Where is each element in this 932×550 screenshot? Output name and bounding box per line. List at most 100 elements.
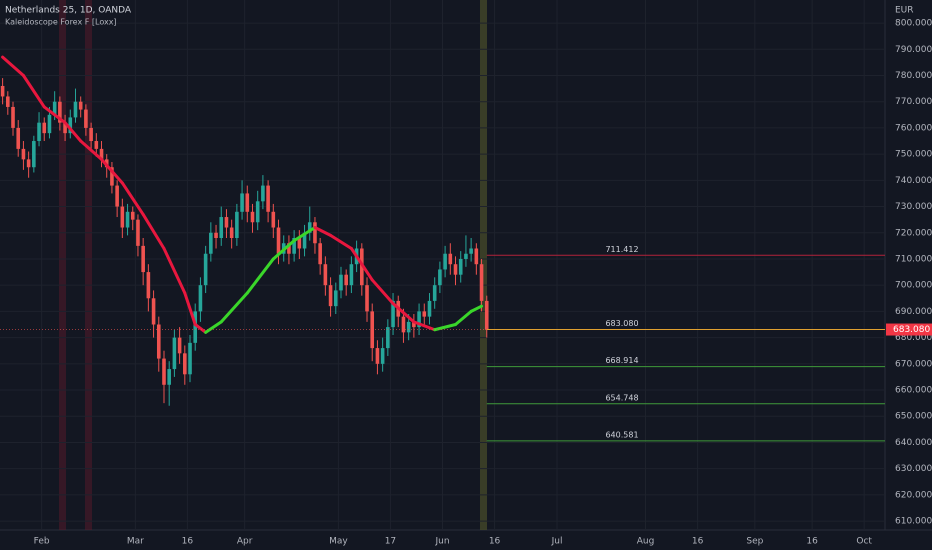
candle-body xyxy=(365,285,369,312)
indicator-segment xyxy=(433,323,458,332)
candle-body xyxy=(99,148,104,160)
y-tick-label: 740.000 xyxy=(895,176,932,186)
candle-body xyxy=(162,358,166,385)
indicator-segment xyxy=(370,278,395,306)
candle-body xyxy=(448,253,453,265)
candle-body xyxy=(255,201,260,223)
candle-body xyxy=(229,227,234,239)
candle-body xyxy=(224,217,229,228)
candle-body xyxy=(261,185,265,202)
candle-body xyxy=(188,342,192,375)
candle-body xyxy=(307,222,312,233)
indicator-segment xyxy=(245,257,275,295)
x-tick-label: 17 xyxy=(385,537,396,547)
currency-label: EUR xyxy=(895,6,914,16)
candle-body xyxy=(339,274,343,291)
candle-body xyxy=(42,122,47,134)
candle-body xyxy=(52,101,57,115)
candle-body xyxy=(479,264,484,301)
indicator-segment xyxy=(79,139,104,161)
candle-body xyxy=(219,217,224,239)
candle-body xyxy=(125,211,130,228)
candle-body xyxy=(250,211,255,223)
indicator-segment xyxy=(412,320,437,332)
candle-body xyxy=(422,311,427,317)
candle-body xyxy=(73,101,78,118)
candle-body xyxy=(120,206,125,228)
candle-body xyxy=(151,298,156,325)
candle-body xyxy=(386,327,390,349)
candle-body xyxy=(115,185,119,207)
x-tick-label: 16 xyxy=(692,537,704,547)
candle-body xyxy=(58,101,62,123)
current-bar-highlight xyxy=(480,0,487,530)
indicator-segment xyxy=(329,233,353,250)
y-tick-label: 670.000 xyxy=(895,359,932,369)
candle-body xyxy=(484,300,489,330)
level-label: 640.581 xyxy=(605,430,638,439)
indicator-segment xyxy=(183,291,197,327)
level-label: 654.748 xyxy=(605,393,638,402)
candle-body xyxy=(271,211,276,228)
indicator-title: Kaleidoscope Forex F [Loxx] xyxy=(5,18,117,27)
candle-body xyxy=(11,106,15,128)
candle-body xyxy=(349,264,354,286)
x-tick-label: 16 xyxy=(489,537,501,547)
candle-body xyxy=(391,300,395,328)
y-tick-label: 640.000 xyxy=(895,438,932,448)
candle-body xyxy=(417,311,421,328)
candle-body xyxy=(130,211,135,220)
candle-body xyxy=(412,321,416,328)
candle-body xyxy=(401,316,406,333)
candle-body xyxy=(469,248,473,254)
signal-band xyxy=(85,0,92,530)
candle-body xyxy=(302,232,307,249)
candle-body xyxy=(453,264,458,275)
y-tick-label: 610.000 xyxy=(895,517,932,527)
candle-body xyxy=(26,159,31,168)
candle-body xyxy=(16,127,21,149)
candle-body xyxy=(266,185,270,212)
indicator-segment xyxy=(219,291,249,324)
y-tick-label: 790.000 xyxy=(895,45,932,55)
price-tag xyxy=(886,323,932,336)
level-label: 683.080 xyxy=(605,319,638,328)
candle-body xyxy=(209,232,213,254)
candle-body xyxy=(146,272,151,299)
candle-body xyxy=(443,253,447,270)
candle-body xyxy=(198,285,203,312)
x-tick-label: 16 xyxy=(182,537,194,547)
y-tick-label: 680.000 xyxy=(895,333,932,343)
x-tick-label: Oct xyxy=(856,537,872,547)
candle-body xyxy=(183,353,187,375)
y-tick-label: 800.000 xyxy=(895,19,932,29)
y-tick-label: 710.000 xyxy=(895,254,932,264)
x-tick-label: 16 xyxy=(806,537,818,547)
y-tick-label: 780.000 xyxy=(895,71,932,81)
indicator-segment xyxy=(100,157,124,185)
candle-body xyxy=(84,109,88,128)
candle-body xyxy=(214,232,218,239)
candle-body xyxy=(276,227,281,254)
indicator-segment xyxy=(63,121,83,143)
level-label: 711.412 xyxy=(605,245,638,254)
candle-body xyxy=(193,311,198,343)
x-tick-label: Sep xyxy=(746,537,763,547)
candle-body xyxy=(68,117,73,134)
candle-body xyxy=(37,122,41,142)
x-tick-label: Jul xyxy=(551,537,563,547)
y-tick-label: 660.000 xyxy=(895,386,932,396)
y-tick-label: 730.000 xyxy=(895,202,932,212)
candle-body xyxy=(136,219,140,246)
x-tick-label: May xyxy=(329,537,348,547)
candle-body xyxy=(21,148,26,160)
candle-body xyxy=(177,337,182,354)
candle-body xyxy=(6,96,10,107)
candle-body xyxy=(427,300,432,317)
x-tick-label: Mar xyxy=(127,537,144,547)
candle-body xyxy=(94,141,99,149)
x-tick-label: Apr xyxy=(237,537,253,547)
indicator-segment xyxy=(21,73,46,109)
